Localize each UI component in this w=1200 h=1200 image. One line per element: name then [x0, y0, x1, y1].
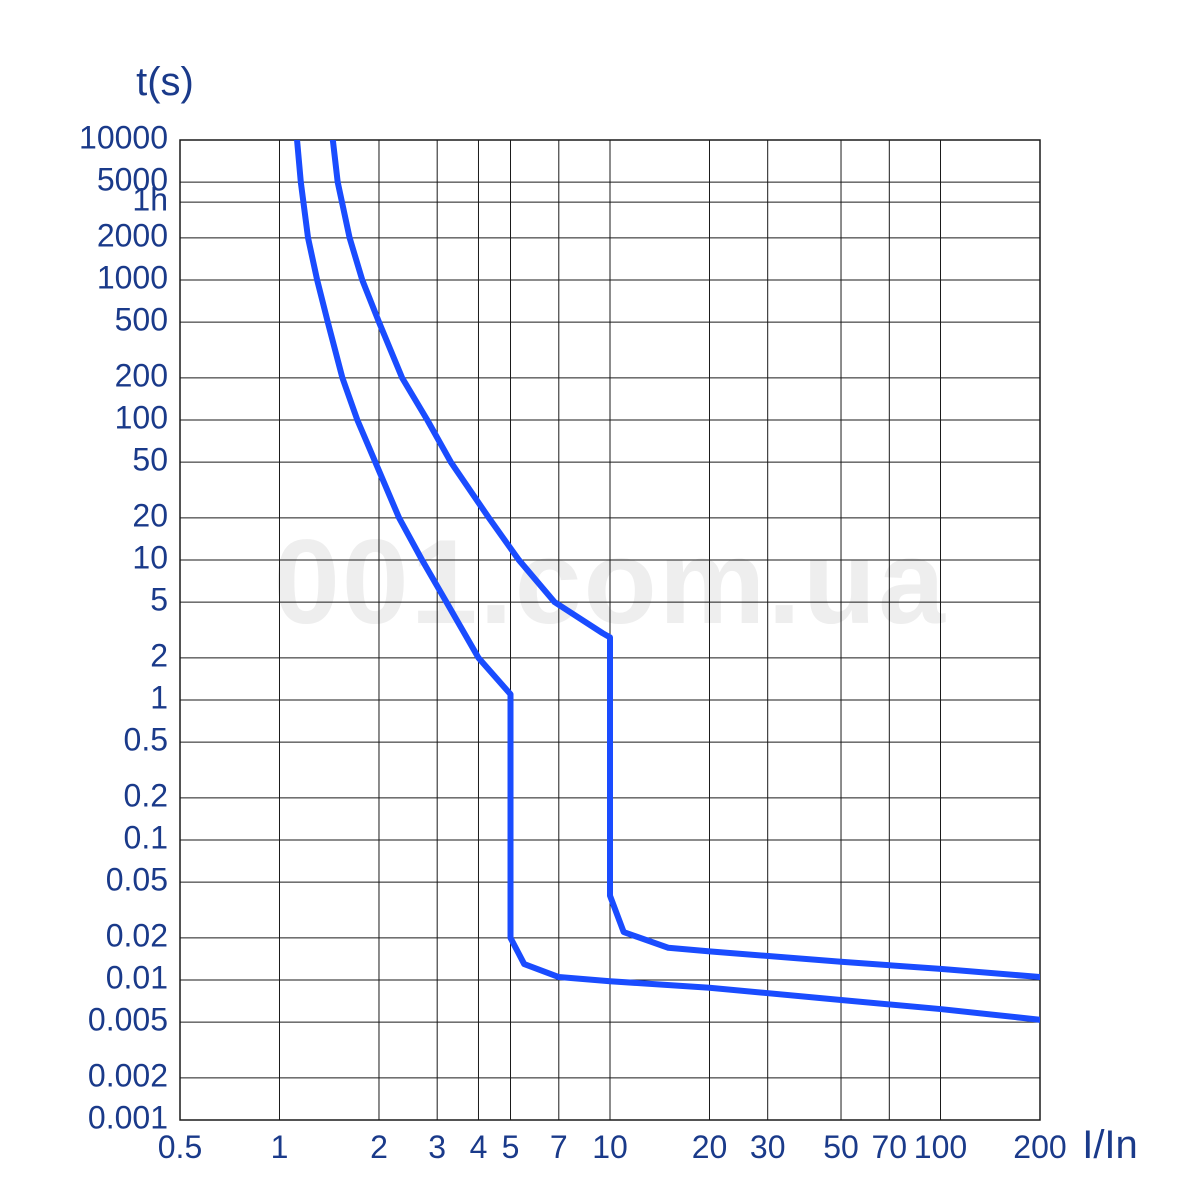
- y-axis-title: t(s): [136, 60, 194, 104]
- y-tick-label: 0.005: [88, 1002, 168, 1038]
- y-tick-label: 2000: [97, 217, 168, 253]
- y-tick-label: 1: [150, 679, 168, 715]
- y-tick-label: 0.001: [88, 1099, 168, 1135]
- x-tick-label: 50: [823, 1129, 859, 1165]
- y-tick-label: 100: [115, 399, 168, 435]
- y-tick-label: 5000: [97, 162, 168, 198]
- y-tick-label: 0.02: [106, 917, 168, 953]
- y-tick-label: 0.1: [124, 819, 168, 855]
- x-tick-label: 7: [550, 1129, 568, 1165]
- x-tick-label: 1: [271, 1129, 289, 1165]
- x-tick-label: 20: [692, 1129, 728, 1165]
- y-tick-label: 5: [150, 582, 168, 618]
- x-tick-label: 200: [1013, 1129, 1066, 1165]
- chart-svg: 001.com.ua0.0010.0020.0050.010.020.050.1…: [0, 0, 1200, 1200]
- x-tick-label: 100: [914, 1129, 967, 1165]
- x-tick-label: 5: [502, 1129, 520, 1165]
- trip-curve-chart: 001.com.ua0.0010.0020.0050.010.020.050.1…: [0, 0, 1200, 1200]
- x-axis-title: I/In: [1082, 1123, 1138, 1167]
- x-tick-label: 10: [592, 1129, 628, 1165]
- y-tick-label: 50: [132, 442, 168, 478]
- x-tick-label: 4: [470, 1129, 488, 1165]
- y-tick-label: 0.5: [124, 722, 168, 758]
- y-tick-label: 10000: [79, 119, 168, 155]
- x-tick-label: 0.5: [158, 1129, 202, 1165]
- y-tick-label: 20: [132, 497, 168, 533]
- x-tick-label: 70: [872, 1129, 908, 1165]
- y-tick-label: 500: [115, 302, 168, 338]
- y-tick-label: 0.05: [106, 862, 168, 898]
- y-tick-label: 200: [115, 357, 168, 393]
- x-tick-label: 2: [370, 1129, 388, 1165]
- y-tick-label: 2: [150, 637, 168, 673]
- y-tick-label: 0.2: [124, 777, 168, 813]
- x-tick-label: 3: [428, 1129, 446, 1165]
- x-tick-label: 30: [750, 1129, 786, 1165]
- y-tick-label: 0.002: [88, 1057, 168, 1093]
- y-tick-label: 10: [132, 539, 168, 575]
- y-tick-label: 0.01: [106, 959, 168, 995]
- y-tick-label: 1000: [97, 259, 168, 295]
